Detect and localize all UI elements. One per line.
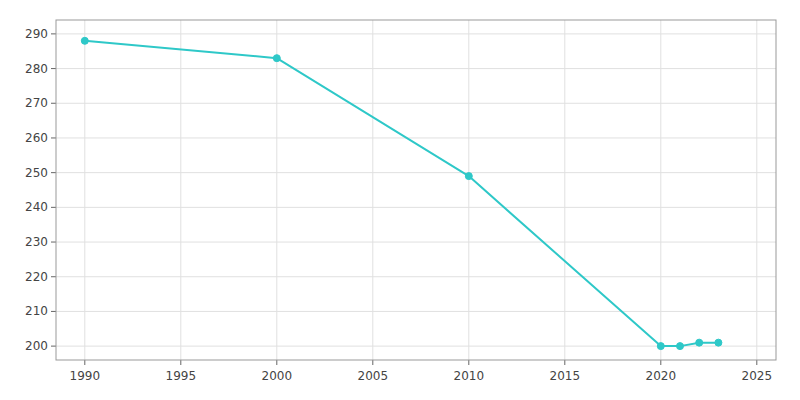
y-tick	[51, 33, 56, 34]
x-tick-label: 2005	[358, 369, 389, 383]
x-tick	[180, 360, 181, 365]
y-tick	[51, 137, 56, 138]
x-grid-line	[180, 20, 181, 360]
y-grid-line	[56, 276, 776, 277]
y-grid-line	[56, 137, 776, 138]
data-point	[81, 37, 88, 44]
x-tick	[276, 360, 277, 365]
data-point	[273, 55, 280, 62]
x-tick	[468, 360, 469, 365]
data-layer	[81, 37, 722, 349]
y-grid-line	[56, 242, 776, 243]
x-grid-line	[372, 20, 373, 360]
chart-container: 1990 1995 2000 2005 2010 2015 2020 2025 200 210 22…	[0, 0, 800, 400]
y-tick-label: 280	[25, 62, 48, 76]
x-tick-label: 1995	[166, 369, 197, 383]
y-grid-line	[56, 172, 776, 173]
data-point	[696, 339, 703, 346]
axes: 1990 1995 2000 2005 2010 2015 2020 2025 200 210 22…	[25, 20, 776, 383]
data-point	[465, 173, 472, 180]
x-tick-label: 2010	[454, 369, 485, 383]
x-grid-line	[468, 20, 469, 360]
plot-frame	[56, 20, 776, 360]
y-grid-line	[56, 33, 776, 34]
x-tick-label: 2015	[550, 369, 581, 383]
y-tick	[51, 276, 56, 277]
y-tick-label: 200	[25, 339, 48, 353]
x-tick	[84, 360, 85, 365]
grid	[56, 20, 776, 360]
y-grid-line	[56, 311, 776, 312]
data-point	[715, 339, 722, 346]
data-point	[657, 343, 664, 350]
y-tick	[51, 68, 56, 69]
y-tick	[51, 103, 56, 104]
y-tick	[51, 172, 56, 173]
y-tick-label: 220	[25, 270, 48, 284]
x-tick	[564, 360, 565, 365]
x-tick	[660, 360, 661, 365]
x-grid-line	[84, 20, 85, 360]
y-tick-label: 270	[25, 96, 48, 110]
y-tick	[51, 207, 56, 208]
y-tick-label: 260	[25, 131, 48, 145]
y-tick	[51, 311, 56, 312]
x-tick	[756, 360, 757, 365]
y-tick	[51, 242, 56, 243]
y-grid-line	[56, 68, 776, 69]
y-grid-line	[56, 207, 776, 208]
x-grid-line	[564, 20, 565, 360]
x-tick	[372, 360, 373, 365]
x-tick-label: 2000	[262, 369, 293, 383]
y-tick-label: 250	[25, 166, 48, 180]
x-grid-line	[756, 20, 757, 360]
data-line	[85, 41, 719, 346]
chart-svg: 1990 1995 2000 2005 2010 2015 2020 2025 200 210 22…	[0, 0, 800, 400]
x-tick-label: 2020	[646, 369, 677, 383]
y-grid-line	[56, 103, 776, 104]
data-point	[677, 343, 684, 350]
x-grid-line	[660, 20, 661, 360]
y-tick-label: 230	[25, 235, 48, 249]
x-tick-label: 1990	[70, 369, 101, 383]
x-grid-line	[276, 20, 277, 360]
y-tick-label: 290	[25, 27, 48, 41]
x-tick-label: 2025	[742, 369, 773, 383]
y-tick-label: 240	[25, 200, 48, 214]
y-tick-label: 210	[25, 304, 48, 318]
y-tick	[51, 346, 56, 347]
